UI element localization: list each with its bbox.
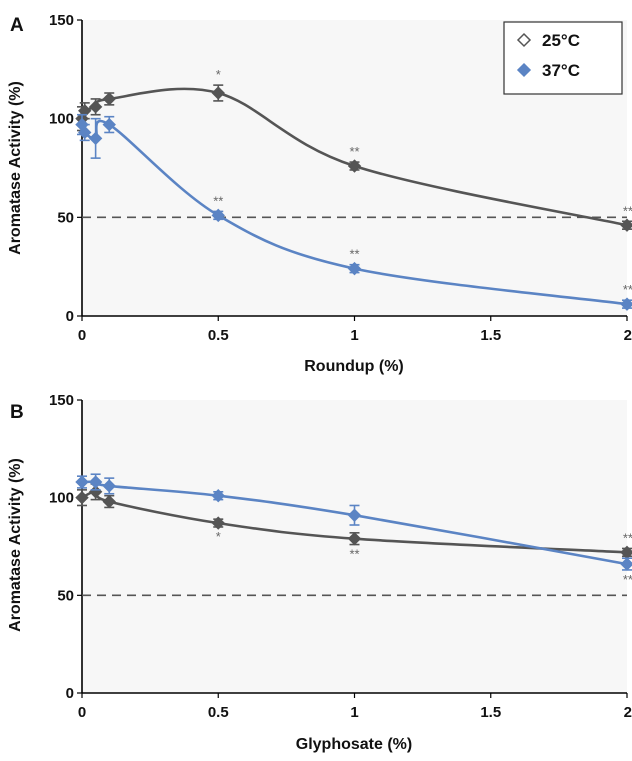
panel-b-series: *******	[75, 473, 632, 587]
panel-b-point-37c	[620, 557, 632, 571]
panel-a-y-tick-label: 150	[49, 12, 74, 29]
panel-b-point-37c	[347, 508, 362, 522]
panel-a-chart: A Aromatase Activity (%) Roundup (%) 0 50…	[7, 12, 632, 375]
panel-b-point-37c	[75, 475, 89, 489]
panel-a-x-tick-label: 0	[78, 327, 86, 344]
panel-a-significance-label-37c: **	[623, 282, 632, 297]
panel-a-significance-label-25c: *	[216, 67, 221, 82]
panel-b-point-37c	[211, 489, 225, 503]
panel-a-significance-label-25c: **	[623, 203, 632, 218]
panel-a-significance-label-37c: **	[213, 193, 223, 208]
panel-a-point-37c	[88, 131, 103, 146]
panel-b-point-37c	[88, 475, 103, 489]
panel-b-significance-label-37c: **	[623, 572, 632, 587]
panel-b-y-tick-label: 150	[49, 392, 74, 409]
panel-a-x-tick-label: 1	[350, 327, 358, 344]
panel-b-point-25c	[75, 490, 89, 505]
panel-b-significance-label-25c: **	[623, 530, 632, 545]
panel-b-point-25c	[102, 494, 116, 509]
panel-a-y-axis-label: Aromatase Activity (%)	[7, 81, 24, 255]
panel-b-significance-label-25c: *	[216, 529, 221, 544]
panel-a-x-tick-label: 0.5	[208, 327, 229, 344]
panel-b-point-37c	[102, 479, 116, 493]
panel-b-y-tick-label: 100	[49, 490, 74, 507]
panel-a-point-25c	[88, 100, 103, 114]
panel-a-point-25c	[102, 92, 116, 106]
panel-a-point-37c	[620, 297, 632, 311]
panel-b-point-25c	[211, 516, 225, 530]
panel-a-y-tick-label: 50	[57, 209, 74, 226]
panel-a-legend: 25°C 37°C	[503, 21, 623, 95]
panel-a-point-25c	[78, 104, 92, 118]
panel-a-point-37c	[211, 208, 225, 223]
panel-b-letter: B	[10, 402, 24, 423]
panel-b-x-axis-label: Glyphosate (%)	[296, 736, 412, 753]
panel-b-x-tick-label: 0	[78, 704, 86, 721]
panel-a-x-tick-label: 1.5	[480, 327, 501, 344]
panel-b-x-tick-label: 2	[624, 704, 632, 721]
panel-b-chart: B Aromatase Activity (%) Glyphosate (%) …	[7, 392, 632, 753]
legend-label-25c: 25°C	[542, 31, 580, 50]
legend-marker-37c	[516, 62, 532, 78]
panel-a-point-37c	[347, 261, 362, 276]
panel-b-y-axis-label: Aromatase Activity (%)	[7, 458, 24, 632]
panel-a-letter: A	[10, 15, 24, 36]
panel-a-y-tick-label: 0	[66, 308, 74, 325]
panel-b-x-tick-label: 0.5	[208, 704, 229, 721]
legend-label-37c: 37°C	[542, 61, 580, 80]
panel-a-point-25c	[211, 86, 225, 100]
panel-a-axes: 0 50 100 150 0 0.5 1 1.5 2	[49, 12, 632, 344]
panel-a-point-25c	[347, 159, 362, 173]
panel-a-point-25c	[620, 218, 632, 232]
panel-b-y-tick-label: 50	[57, 587, 74, 604]
panel-b-y-tick-label: 0	[66, 685, 74, 702]
panel-b-axes: 0 50 100 150 0 0.5 1 1.5 2	[49, 392, 632, 721]
panel-a-y-tick-label: 100	[49, 111, 74, 128]
panel-a-point-37c	[78, 125, 92, 140]
legend-marker-25c	[516, 32, 532, 48]
panel-a-significance-label-25c: **	[349, 144, 359, 159]
panel-b-x-tick-label: 1	[350, 704, 358, 721]
panel-b-significance-label-25c: **	[349, 547, 359, 562]
panel-a-point-37c	[102, 117, 116, 132]
panel-b-x-tick-label: 1.5	[480, 704, 501, 721]
panel-a-series: ***********	[75, 67, 632, 311]
panel-a-x-axis-label: Roundup (%)	[304, 358, 404, 375]
panel-a-significance-label-37c: **	[349, 247, 359, 262]
panel-b-point-25c	[347, 531, 362, 546]
panel-a-x-tick-label: 2	[624, 327, 632, 344]
